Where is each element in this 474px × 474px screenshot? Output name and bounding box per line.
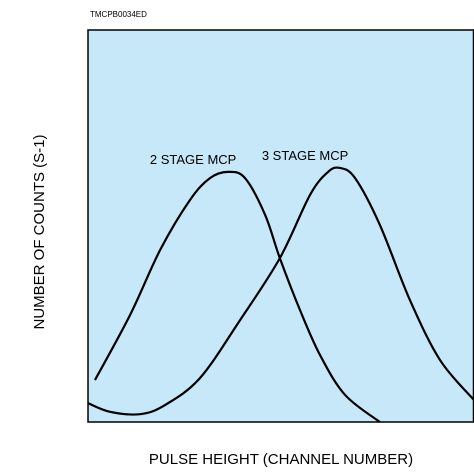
curves xyxy=(88,166,474,422)
plot-area xyxy=(87,29,474,423)
curve xyxy=(93,170,381,422)
curve xyxy=(88,166,474,416)
figure-code: TMCPB0034ED xyxy=(90,10,147,19)
curve-label: 3 STAGE MCP xyxy=(262,148,348,163)
y-axis-label: NUMBER OF COUNTS (S-1) xyxy=(31,134,48,329)
curve-label: 2 STAGE MCP xyxy=(150,152,236,167)
x-axis-label: PULSE HEIGHT (CHANNEL NUMBER) xyxy=(149,451,413,468)
